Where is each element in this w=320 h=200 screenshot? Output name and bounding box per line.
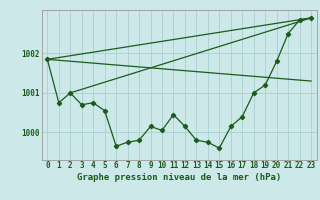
X-axis label: Graphe pression niveau de la mer (hPa): Graphe pression niveau de la mer (hPa)	[77, 173, 281, 182]
